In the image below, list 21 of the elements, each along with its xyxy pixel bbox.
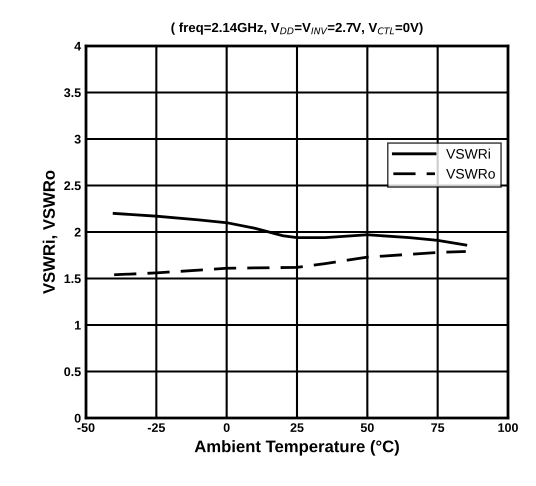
x-tick-label: 75 — [431, 423, 444, 432]
chart-title: ( freq=2.14GHz, V$_{DD}$=V$_{INV}$=2.7V, V$_{CTL}$=0V) — [171, 22, 423, 35]
legend-label: VSWRo — [446, 168, 495, 179]
y-tick-label: 1.5 — [64, 274, 81, 284]
y-tick-label: 4 — [74, 42, 82, 51]
x-tick-label: 25 — [290, 423, 304, 432]
y-tick-label: 0.5 — [64, 367, 81, 376]
y-tick-label: 1 — [74, 320, 81, 330]
y-tick-label: 0 — [74, 414, 81, 423]
legend-label: VSWRi — [446, 148, 490, 159]
y-tick-label: 2.5 — [64, 181, 81, 190]
y-tick-label: 3 — [74, 134, 81, 144]
x-tick-label: 0 — [224, 423, 230, 432]
x-tick-label: -25 — [148, 423, 166, 432]
y-tick-label: 2 — [74, 228, 81, 237]
x-tick-label: 50 — [360, 423, 374, 432]
x-tick-label: 100 — [498, 423, 518, 432]
y-tick-label: 3.5 — [64, 88, 81, 98]
x-tick-label: -50 — [77, 423, 95, 432]
y-axis-title: VSWRi, VSWRo — [42, 170, 58, 294]
x-axis-title: Ambient Temperature (°C) — [194, 440, 399, 456]
